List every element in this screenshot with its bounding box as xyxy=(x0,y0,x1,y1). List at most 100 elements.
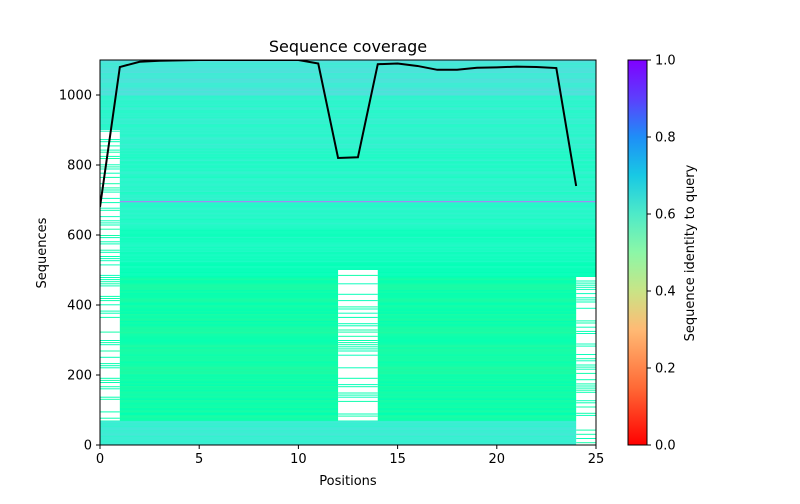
identity-stripe xyxy=(100,172,120,174)
identity-stripe xyxy=(576,391,596,393)
identity-stripe xyxy=(100,111,596,113)
identity-stripe xyxy=(576,322,596,324)
identity-stripe xyxy=(576,284,596,286)
identity-stripe xyxy=(100,396,120,398)
identity-stripe xyxy=(100,133,596,136)
identity-stripe xyxy=(100,433,596,436)
identity-stripe xyxy=(100,222,120,224)
identity-stripe xyxy=(100,285,120,287)
identity-stripe xyxy=(100,268,596,271)
identity-stripe xyxy=(100,71,596,73)
identity-stripe xyxy=(100,237,596,240)
identity-stripe xyxy=(576,282,596,284)
identity-stripe xyxy=(100,144,596,147)
identity-stripe xyxy=(100,386,120,388)
identity-stripe xyxy=(100,149,120,151)
identity-stripe xyxy=(100,149,596,152)
identity-stripe xyxy=(100,176,596,178)
identity-stripe xyxy=(100,221,596,223)
identity-stripe xyxy=(100,90,596,93)
colorbar-tick-label: 0.0 xyxy=(655,439,676,454)
x-axis-label: Positions xyxy=(319,474,377,489)
identity-stripe xyxy=(100,177,596,180)
identity-stripe xyxy=(100,205,596,208)
identity-stripe xyxy=(100,246,596,248)
identity-stripe xyxy=(100,425,596,428)
colorbar-tick-label: 0.4 xyxy=(655,285,676,300)
identity-stripe xyxy=(100,92,596,94)
identity-stripe xyxy=(100,125,596,127)
identity-stripe xyxy=(100,146,596,148)
identity-stripe xyxy=(100,243,596,246)
identity-stripe xyxy=(100,188,596,191)
identity-stripe xyxy=(100,168,120,170)
identity-stripe xyxy=(100,214,596,216)
x-tick-label: 0 xyxy=(96,452,104,467)
identity-stripe xyxy=(100,147,596,149)
identity-stripe xyxy=(100,207,596,209)
identity-stripe xyxy=(100,431,596,433)
identity-stripe xyxy=(100,126,596,129)
identity-stripe xyxy=(100,134,596,137)
identity-stripe xyxy=(338,331,378,333)
plot-frame xyxy=(99,59,597,446)
identity-stripe xyxy=(100,184,596,187)
identity-stripe xyxy=(100,115,596,118)
identity-stripe xyxy=(100,250,596,253)
identity-stripe xyxy=(100,81,596,83)
identity-stripe xyxy=(100,265,596,268)
identity-stripe xyxy=(100,102,596,105)
identity-stripe xyxy=(100,240,596,243)
identity-stripe xyxy=(100,108,596,111)
identity-stripe xyxy=(576,345,596,347)
identity-stripe xyxy=(100,232,596,234)
identity-stripe xyxy=(100,424,596,426)
identity-stripe xyxy=(338,344,378,346)
identity-stripe xyxy=(100,191,596,194)
identity-stripe xyxy=(100,101,596,104)
identity-stripe xyxy=(100,243,120,245)
identity-stripe xyxy=(100,88,596,90)
identity-stripe xyxy=(100,158,120,159)
identity-stripe xyxy=(100,220,120,222)
identity-stripe xyxy=(100,106,596,109)
identity-stripe xyxy=(100,180,596,183)
identity-stripe xyxy=(338,323,378,325)
identity-stripe xyxy=(338,396,378,398)
identity-stripe xyxy=(100,78,596,80)
identity-stripe xyxy=(576,364,596,366)
identity-stripe xyxy=(100,304,120,306)
identity-stripe xyxy=(100,141,596,144)
identity-stripe xyxy=(100,398,120,400)
identity-stripe xyxy=(338,377,378,379)
identity-stripe xyxy=(100,74,596,76)
identity-stripe xyxy=(576,288,596,290)
identity-stripe xyxy=(576,383,596,385)
x-tick-label: 15 xyxy=(389,452,406,467)
y-tick-label: 400 xyxy=(67,299,92,314)
identity-stripe xyxy=(100,86,596,89)
identity-stripe xyxy=(100,65,596,68)
identity-stripe xyxy=(100,174,596,177)
identity-stripe xyxy=(338,350,378,352)
identity-stripe xyxy=(100,429,596,432)
identity-stripe xyxy=(100,249,596,251)
identity-stripe xyxy=(576,389,596,391)
identity-stripe xyxy=(100,183,120,185)
identity-stripe xyxy=(338,392,378,394)
identity-stripe xyxy=(100,239,596,241)
y-tick-label: 200 xyxy=(67,369,92,384)
x-tick-label: 5 xyxy=(195,452,203,467)
identity-stripe xyxy=(100,356,120,358)
identity-stripe xyxy=(100,344,120,346)
identity-stripe xyxy=(100,191,120,193)
identity-stripe xyxy=(100,422,596,425)
identity-stripe xyxy=(576,360,596,362)
y-tick-label: 800 xyxy=(67,159,92,174)
identity-stripe xyxy=(100,235,596,237)
identity-stripe xyxy=(576,402,596,404)
identity-stripe xyxy=(100,235,120,236)
identity-stripe xyxy=(576,330,596,332)
identity-stripe xyxy=(100,215,596,218)
